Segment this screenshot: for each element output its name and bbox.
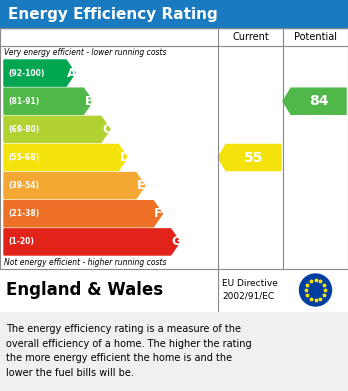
Bar — [0, 28, 348, 269]
Text: E: E — [137, 179, 145, 192]
Text: (39-54): (39-54) — [8, 181, 39, 190]
Text: (69-80): (69-80) — [8, 125, 39, 134]
Polygon shape — [4, 88, 93, 114]
Text: Very energy efficient - lower running costs: Very energy efficient - lower running co… — [4, 48, 166, 57]
Text: (1-20): (1-20) — [8, 237, 34, 246]
Circle shape — [300, 274, 332, 306]
Bar — [0, 269, 348, 311]
Text: EU Directive
2002/91/EC: EU Directive 2002/91/EC — [222, 279, 278, 301]
Polygon shape — [218, 144, 281, 170]
Text: A: A — [67, 66, 77, 80]
Polygon shape — [283, 88, 346, 114]
Bar — [0, 0, 348, 28]
Text: F: F — [154, 207, 163, 220]
Text: Current: Current — [232, 32, 269, 42]
Text: C: C — [102, 123, 111, 136]
Text: B: B — [85, 95, 94, 108]
Text: England & Wales: England & Wales — [6, 281, 163, 299]
Polygon shape — [4, 144, 127, 170]
Polygon shape — [4, 172, 145, 199]
Text: 84: 84 — [309, 94, 328, 108]
Polygon shape — [4, 229, 180, 255]
Text: Not energy efficient - higher running costs: Not energy efficient - higher running co… — [4, 258, 166, 267]
Polygon shape — [4, 201, 162, 227]
Bar — [0, 28, 348, 269]
Text: 55: 55 — [244, 151, 263, 165]
Text: (55-68): (55-68) — [8, 153, 39, 162]
Polygon shape — [4, 60, 75, 86]
Text: G: G — [172, 235, 182, 248]
Text: The energy efficiency rating is a measure of the
overall efficiency of a home. T: The energy efficiency rating is a measur… — [6, 324, 252, 378]
Text: Energy Efficiency Rating: Energy Efficiency Rating — [8, 7, 218, 22]
Text: D: D — [119, 151, 130, 164]
Text: Potential: Potential — [294, 32, 337, 42]
Text: (92-100): (92-100) — [8, 68, 45, 77]
Polygon shape — [4, 116, 110, 142]
Text: (81-91): (81-91) — [8, 97, 39, 106]
Text: (21-38): (21-38) — [8, 209, 39, 218]
